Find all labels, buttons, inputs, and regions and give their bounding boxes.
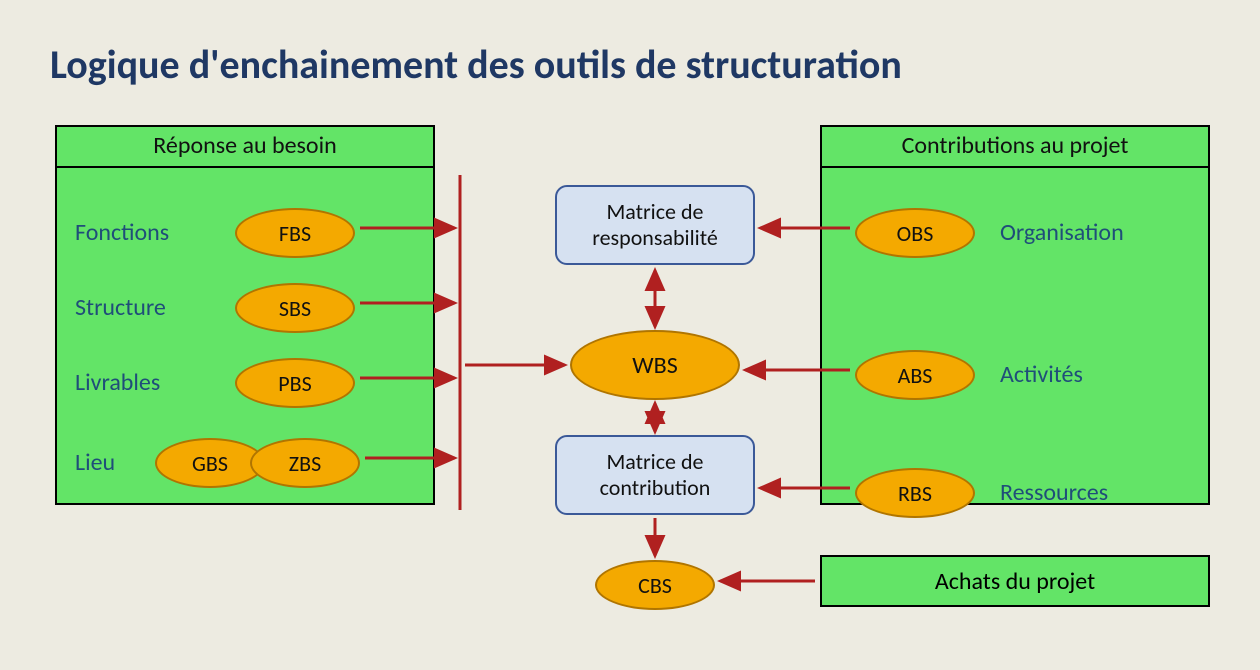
box-resp-text: Matrice deresponsabilité [592,199,718,252]
ellipse-wbs: WBS [570,330,740,400]
ellipse-gbs: GBS [155,438,265,488]
label-ressources: Ressources [1000,478,1108,507]
ellipse-sbs: SBS [235,283,355,333]
ellipse-rbs: RBS [855,468,975,518]
label-fonctions: Fonctions [75,218,169,247]
panel-reponse-header: Réponse au besoin [57,127,433,168]
page-title: Logique d'enchainement des outils de str… [50,40,902,89]
ellipse-fbs: FBS [235,208,355,258]
ellipse-abs: ABS [855,350,975,400]
label-activites: Activités [1000,360,1083,389]
panel-contributions-header: Contributions au projet [822,127,1208,168]
label-lieu: Lieu [75,448,115,477]
label-organisation: Organisation [1000,218,1124,247]
box-matrice-responsabilite: Matrice deresponsabilité [555,185,755,265]
label-livrables: Livrables [75,368,160,397]
panel-contributions: Contributions au projet [820,125,1210,505]
label-structure: Structure [75,293,166,322]
ellipse-obs: OBS [855,208,975,258]
box-contrib-text: Matrice decontribution [600,449,711,502]
ellipse-cbs: CBS [595,560,715,610]
box-matrice-contribution: Matrice decontribution [555,435,755,515]
panel-achats: Achats du projet [820,555,1210,607]
panel-achats-label: Achats du projet [935,567,1095,596]
ellipse-zbs: ZBS [250,438,360,488]
ellipse-pbs: PBS [235,358,355,408]
